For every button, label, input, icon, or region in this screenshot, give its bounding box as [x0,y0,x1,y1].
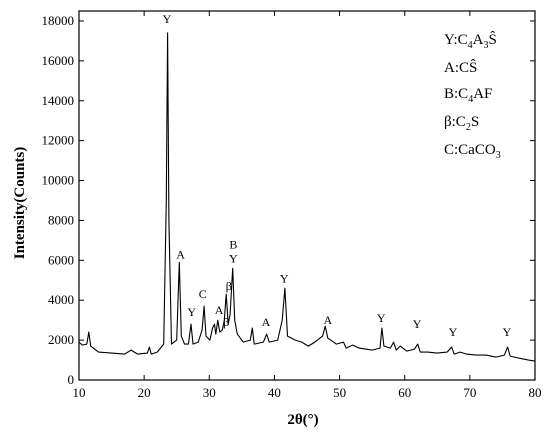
legend-item-beta: β:C2S [444,114,479,133]
legend-item-a: A:CŜ [444,59,477,76]
legend: Y:C4A3Ŝ A:CŜ B:C4AF β:C2S C:CaCO3 [444,31,501,161]
peak-label: Y [377,311,386,325]
x-tick-label: 70 [463,385,476,400]
peak-label: Y [187,305,196,319]
y-tick-label: 14000 [42,93,75,108]
y-tick-label: 8000 [48,212,74,227]
y-tick-label: 16000 [42,53,75,68]
peak-label: Y [280,271,289,285]
y-tick-label: 0 [68,372,75,387]
peak-label: Y [413,317,422,331]
peak-label: β [223,315,229,329]
peak-label: B [229,237,237,251]
peak-label: Y [449,325,458,339]
x-tick-label: 30 [203,385,216,400]
peak-label: β [226,279,232,293]
axes: 10 20 30 40 50 60 70 80 0 2000 4000 6000 8000 10000 12… [42,10,542,400]
x-tick-label: 10 [73,385,86,400]
x-tick-label: 20 [138,385,151,400]
plot-frame [78,10,536,381]
y-tick-label: 4000 [48,292,74,307]
legend-item-b: B:C4AF [444,86,492,105]
peak-label: Y [163,12,172,26]
y-tick-label: 18000 [42,13,75,28]
legend-item-y: Y:C4A3Ŝ [444,31,497,51]
peak-label: C [199,287,207,301]
y-axis-title: Intensity(Counts) [12,147,28,260]
x-tick-label: 40 [268,385,281,400]
peak-label: Y [503,325,512,339]
series-layer [78,32,536,362]
x-tick-label: 80 [529,385,542,400]
peak-label: A [324,313,333,327]
y-tick-label: 6000 [48,252,74,267]
x-tick-label: 60 [398,385,411,400]
x-axis-title: 2θ(°) [287,412,318,428]
peak-label: A [176,247,185,261]
y-tick-label: 2000 [48,332,74,347]
peak-label: A [215,303,224,317]
peak-label: A [262,315,271,329]
xrd-pattern-line [78,32,536,362]
y-tick-label: 10000 [42,173,75,188]
peak-label: Y [229,251,238,265]
x-tick-label: 50 [333,385,346,400]
legend-item-c: C:CaCO3 [444,142,501,161]
y-tick-label: 12000 [42,133,75,148]
